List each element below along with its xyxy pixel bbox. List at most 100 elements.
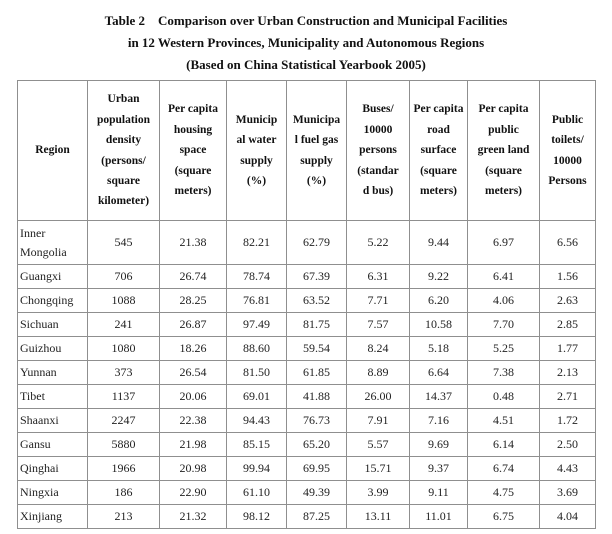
table-row: Gansu 5880 21.98 85.15 65.20 5.57 9.69 6.14 2.50 [17, 432, 596, 457]
value-cell: 5.18 [409, 336, 468, 361]
value-cell: 4.43 [539, 456, 596, 481]
value-cell: 9.37 [409, 456, 468, 481]
value-cell: 69.95 [286, 456, 347, 481]
value-cell: 7.57 [346, 312, 410, 337]
region-cell: Guangxi [17, 264, 88, 289]
value-cell: 3.69 [539, 480, 596, 505]
region-cell: Chongqing [17, 288, 88, 313]
value-cell: 5880 [87, 432, 160, 457]
column-header: Municip al water supply (%) [226, 80, 287, 221]
value-cell: 6.20 [409, 288, 468, 313]
value-cell: 186 [87, 480, 160, 505]
header-row: Region Urban population density (persons/… [17, 80, 596, 221]
value-cell: 1137 [87, 384, 160, 409]
value-cell: 2.13 [539, 360, 596, 385]
table-row: Xinjiang 213 21.32 98.12 87.25 13.11 11.01 6.75… [17, 504, 596, 529]
value-cell: 9.22 [409, 264, 468, 289]
value-cell: 213 [87, 504, 160, 529]
value-cell: 22.90 [159, 480, 227, 505]
value-cell: 59.54 [286, 336, 347, 361]
value-cell: 67.39 [286, 264, 347, 289]
value-cell: 6.56 [539, 220, 596, 265]
value-cell: 4.51 [467, 408, 540, 433]
value-cell: 98.12 [226, 504, 287, 529]
statistics-table: Region Urban population density (persons/… [17, 80, 596, 529]
value-cell: 41.88 [286, 384, 347, 409]
value-cell: 545 [87, 220, 160, 265]
value-cell: 9.11 [409, 480, 468, 505]
value-cell: 7.16 [409, 408, 468, 433]
region-cell: Shaanxi [17, 408, 88, 433]
value-cell: 88.60 [226, 336, 287, 361]
region-cell: Qinghai [17, 456, 88, 481]
value-cell: 8.24 [346, 336, 410, 361]
value-cell: 6.14 [467, 432, 540, 457]
value-cell: 62.79 [286, 220, 347, 265]
value-cell: 6.41 [467, 264, 540, 289]
table-row: Qinghai 1966 20.98 99.94 69.95 15.71 9.37 6.74 4… [17, 456, 596, 481]
value-cell: 706 [87, 264, 160, 289]
value-cell: 241 [87, 312, 160, 337]
table-row: Inner Mongolia 545 21.38 82.21 62.79 5.22 9.44… [17, 220, 596, 265]
table-row: Guizhou 1080 18.26 88.60 59.54 8.24 5.18 5.25 1.… [17, 336, 596, 361]
value-cell: 6.97 [467, 220, 540, 265]
value-cell: 5.25 [467, 336, 540, 361]
value-cell: 1.77 [539, 336, 596, 361]
value-cell: 373 [87, 360, 160, 385]
value-cell: 81.50 [226, 360, 287, 385]
value-cell: 82.21 [226, 220, 287, 265]
value-cell: 0.48 [467, 384, 540, 409]
column-header: Municipa l fuel gas supply (%) [286, 80, 347, 221]
value-cell: 10.58 [409, 312, 468, 337]
column-header: Per capita public green land (square met… [467, 80, 540, 221]
caption-line-3: (Based on China Statistical Yearbook 200… [186, 57, 426, 72]
value-cell: 76.73 [286, 408, 347, 433]
value-cell: 1966 [87, 456, 160, 481]
value-cell: 26.00 [346, 384, 410, 409]
value-cell: 11.01 [409, 504, 468, 529]
value-cell: 5.57 [346, 432, 410, 457]
value-cell: 21.38 [159, 220, 227, 265]
value-cell: 87.25 [286, 504, 347, 529]
value-cell: 2.71 [539, 384, 596, 409]
value-cell: 4.06 [467, 288, 540, 313]
region-cell: Sichuan [17, 312, 88, 337]
value-cell: 81.75 [286, 312, 347, 337]
column-header: Region [17, 80, 88, 221]
region-cell: Guizhou [17, 336, 88, 361]
table-header: Region Urban population density (persons/… [17, 80, 596, 221]
value-cell: 1.72 [539, 408, 596, 433]
value-cell: 4.04 [539, 504, 596, 529]
value-cell: 6.31 [346, 264, 410, 289]
region-cell: Ningxia [17, 480, 88, 505]
value-cell: 13.11 [346, 504, 410, 529]
table-row: Sichuan 241 26.87 97.49 81.75 7.57 10.58 7.70 2.… [17, 312, 596, 337]
value-cell: 14.37 [409, 384, 468, 409]
value-cell: 69.01 [226, 384, 287, 409]
value-cell: 2.63 [539, 288, 596, 313]
value-cell: 97.49 [226, 312, 287, 337]
value-cell: 7.91 [346, 408, 410, 433]
value-cell: 99.94 [226, 456, 287, 481]
column-header: Public toilets/ 10000 Persons [539, 80, 596, 221]
value-cell: 1.56 [539, 264, 596, 289]
table-row: Guangxi 706 26.74 78.74 67.39 6.31 9.22 6.41 1.5… [17, 264, 596, 289]
caption-line-1: Table 2 Comparison over Urban Constructi… [104, 13, 508, 28]
value-cell: 15.71 [346, 456, 410, 481]
table-body: Inner Mongolia 545 21.38 82.21 62.79 5.22 9.44… [17, 220, 596, 529]
region-cell: Yunnan [17, 360, 88, 385]
column-header: Per capita road surface (square meters) [409, 80, 468, 221]
value-cell: 2.50 [539, 432, 596, 457]
table-row: Chongqing 1088 28.25 76.81 63.52 7.71 6.20 4.06… [17, 288, 596, 313]
value-cell: 61.85 [286, 360, 347, 385]
value-cell: 26.87 [159, 312, 227, 337]
value-cell: 61.10 [226, 480, 287, 505]
column-header: Urban population density (persons/ squar… [87, 80, 160, 221]
value-cell: 65.20 [286, 432, 347, 457]
value-cell: 21.32 [159, 504, 227, 529]
value-cell: 7.38 [467, 360, 540, 385]
column-header: Buses/ 10000 persons (standar d bus) [346, 80, 410, 221]
value-cell: 4.75 [467, 480, 540, 505]
value-cell: 1080 [87, 336, 160, 361]
value-cell: 2247 [87, 408, 160, 433]
